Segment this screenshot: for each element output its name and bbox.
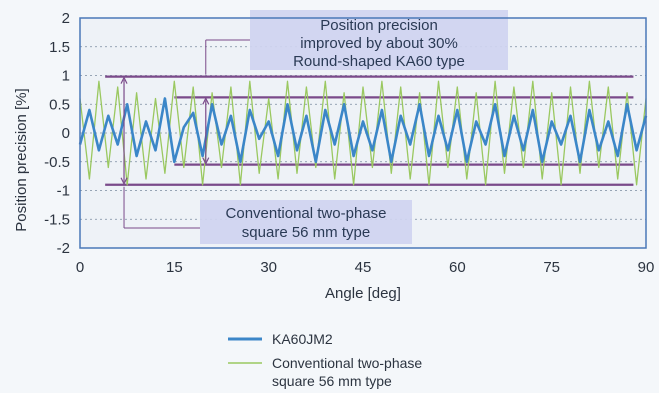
annotation-bottom-box: [200, 200, 412, 244]
annotation-top-line-2: improved by about 30%: [300, 35, 458, 52]
range-arrow-ka60-head-top: [202, 97, 210, 105]
y-tick-label: 0: [62, 125, 70, 142]
series-group: [78, 80, 648, 186]
range-arrow-conventional-head-top: [120, 76, 128, 84]
annotation-bottom-line-1: Conventional two-phase: [226, 205, 387, 222]
x-tick-label: 60: [449, 259, 466, 276]
legend-label-conventional-line-1: Conventional two-phase: [272, 355, 422, 371]
x-tick-label: 15: [166, 259, 183, 276]
y-tick-label: -2: [57, 240, 70, 257]
y-axis-label: Position precision [%]: [13, 88, 30, 231]
range-arrow-conventional-head-bottom: [120, 177, 128, 186]
annotation-bottom: Conventional two-phase square 56 mm type: [200, 200, 412, 244]
y-tick-label: 0.5: [49, 96, 70, 113]
y-tick-label: -1.5: [44, 211, 70, 228]
range-arrow-ka60-head-bottom: [202, 157, 210, 165]
range-brackets: [120, 39, 250, 229]
x-tick-label: 30: [260, 259, 277, 276]
annotation-top-line-1: Position precision: [320, 17, 438, 34]
y-tick-label: -1: [57, 183, 70, 200]
legend-label-ka60: KA60JM2: [272, 331, 333, 347]
series-line-conventional: [79, 80, 647, 186]
tick-labels: 2 1.5 1 0.5 0 -0.5 -1 -1.5 -2 0 15 30 45 60 75 90: [44, 10, 654, 276]
y-tick-label: -0.5: [44, 154, 70, 171]
annotation-top: Position precision improved by about 30%…: [250, 10, 508, 70]
x-tick-label: 75: [543, 259, 560, 276]
plot-border: [79, 17, 647, 249]
legend: KA60JM2 Conventional two-phase square 56…: [228, 331, 422, 389]
x-tick-label: 0: [76, 259, 84, 276]
gridlines: [80, 46, 646, 220]
x-tick-label: 45: [355, 259, 372, 276]
annotation-bottom-line-2: square 56 mm type: [242, 224, 370, 241]
x-axis-label: Angle [deg]: [325, 285, 401, 302]
annotation-top-box: [250, 10, 508, 70]
x-tick-label: 90: [638, 259, 655, 276]
y-tick-label: 2: [62, 10, 70, 27]
y-tick-label: 1.5: [49, 39, 70, 56]
annotation-top-line-3: Round-shaped KA60 type: [293, 53, 465, 70]
series-line-ka60jm2: [78, 97, 648, 164]
y-tick-label: 1: [62, 68, 70, 85]
legend-label-conventional-line-2: square 56 mm type: [272, 373, 392, 389]
